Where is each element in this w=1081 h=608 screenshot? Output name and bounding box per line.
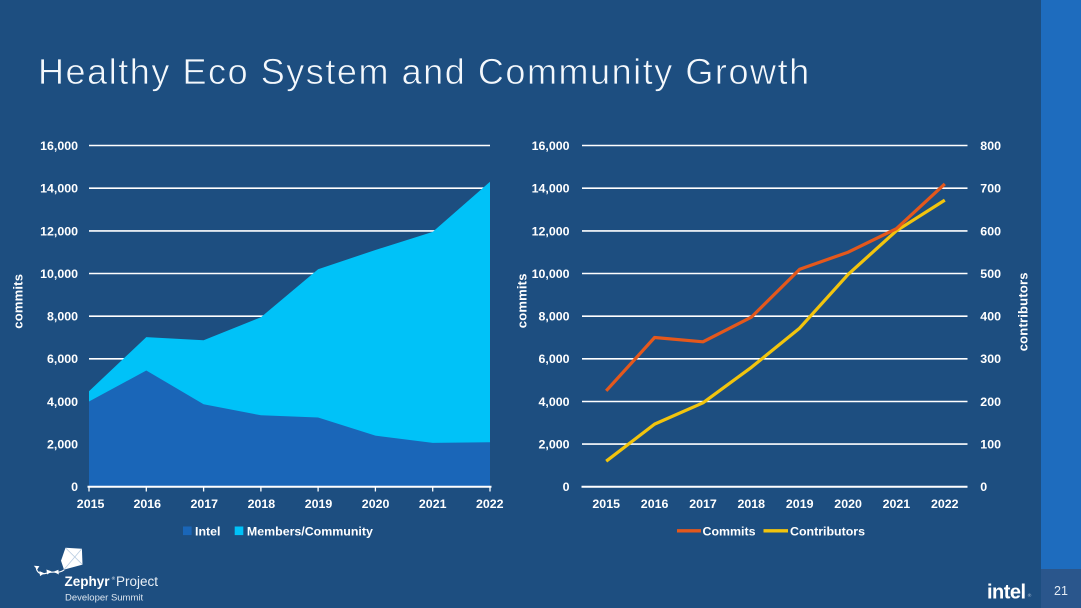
svg-text:2022: 2022 — [476, 497, 504, 511]
svg-text:10,000: 10,000 — [40, 267, 78, 281]
svg-text:100: 100 — [980, 438, 1001, 452]
svg-text:2015: 2015 — [592, 497, 620, 511]
svg-text:2018: 2018 — [738, 497, 766, 511]
svg-text:Contributors: Contributors — [790, 524, 865, 538]
svg-text:2021: 2021 — [419, 497, 447, 511]
svg-text:2015: 2015 — [77, 497, 105, 511]
svg-text:intel: intel — [987, 581, 1026, 603]
svg-text:800: 800 — [980, 139, 1001, 153]
svg-text:300: 300 — [980, 352, 1001, 366]
svg-text:2016: 2016 — [134, 497, 162, 511]
svg-text:2018: 2018 — [248, 497, 276, 511]
svg-text:2019: 2019 — [305, 497, 333, 511]
svg-text:2016: 2016 — [641, 497, 669, 511]
svg-text:12,000: 12,000 — [532, 224, 570, 238]
svg-text:0: 0 — [980, 480, 987, 494]
svg-text:2,000: 2,000 — [47, 438, 78, 452]
svg-text:2020: 2020 — [834, 497, 862, 511]
svg-text:2022: 2022 — [931, 497, 959, 511]
svg-text:commits: commits — [11, 274, 26, 329]
svg-text:4,000: 4,000 — [538, 395, 569, 409]
svg-text:600: 600 — [980, 224, 1001, 238]
svg-text:2017: 2017 — [689, 497, 717, 511]
svg-text:6,000: 6,000 — [538, 352, 569, 366]
svg-text:8,000: 8,000 — [538, 310, 569, 324]
svg-text:2,000: 2,000 — [538, 438, 569, 452]
svg-text:4,000: 4,000 — [47, 395, 78, 409]
svg-text:contributors: contributors — [1015, 272, 1030, 351]
svg-text:Zephyr: Zephyr — [65, 574, 111, 589]
svg-text:6,000: 6,000 — [47, 352, 78, 366]
svg-text:®: ® — [112, 575, 116, 581]
svg-text:16,000: 16,000 — [40, 139, 78, 153]
svg-text:commits: commits — [515, 273, 530, 328]
svg-text:8,000: 8,000 — [47, 310, 78, 324]
svg-text:Commits: Commits — [703, 524, 756, 538]
svg-text:700: 700 — [980, 182, 1001, 196]
svg-text:14,000: 14,000 — [532, 182, 570, 196]
svg-text:Developer Summit: Developer Summit — [65, 593, 143, 604]
svg-text:Members/Community: Members/Community — [247, 524, 373, 538]
svg-text:2021: 2021 — [883, 497, 911, 511]
svg-text:0: 0 — [71, 480, 78, 494]
svg-text:Project: Project — [116, 574, 158, 589]
svg-text:Intel: Intel — [195, 524, 220, 538]
svg-text:10,000: 10,000 — [532, 267, 570, 281]
svg-text:500: 500 — [980, 267, 1001, 281]
svg-text:0: 0 — [563, 480, 570, 494]
svg-text:14,000: 14,000 — [40, 182, 78, 196]
svg-text:400: 400 — [980, 310, 1001, 324]
svg-text:12,000: 12,000 — [40, 224, 78, 238]
svg-text:2020: 2020 — [362, 497, 390, 511]
svg-text:2019: 2019 — [786, 497, 814, 511]
svg-text:16,000: 16,000 — [532, 139, 570, 153]
svg-text:200: 200 — [980, 395, 1001, 409]
svg-text:®: ® — [1028, 592, 1032, 599]
svg-text:2017: 2017 — [191, 497, 219, 511]
